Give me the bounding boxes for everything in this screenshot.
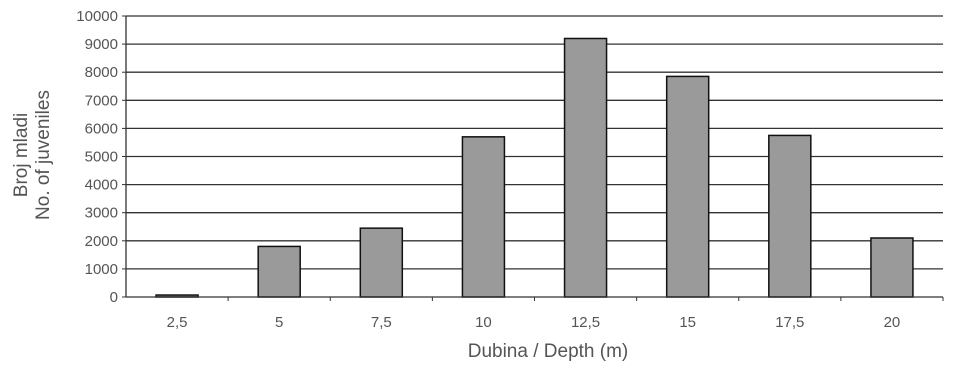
x-tick-label: 7,5 bbox=[371, 314, 392, 331]
y-tick-label: 3000 bbox=[85, 205, 118, 222]
x-tick-label: 17,5 bbox=[775, 314, 804, 331]
y-tick-label: 2000 bbox=[85, 233, 118, 250]
y-axis-title-line-1: Broj mladi bbox=[11, 113, 32, 197]
y-tick-labels: 0 1000 2000 3000 4000 5000 6000 7000 8000 9000 100… bbox=[76, 8, 118, 306]
bar bbox=[461, 136, 506, 298]
bar bbox=[359, 227, 404, 298]
y-tick-label: 1000 bbox=[85, 261, 118, 278]
bars bbox=[155, 37, 914, 298]
bar bbox=[257, 245, 301, 298]
y-tick-label: 6000 bbox=[85, 120, 118, 137]
x-tick-label: 10 bbox=[475, 314, 492, 331]
bar bbox=[563, 37, 608, 298]
axes bbox=[125, 16, 944, 301]
x-tick-label: 5 bbox=[275, 314, 283, 331]
x-tick-label: 12,5 bbox=[571, 314, 600, 331]
x-tick-labels: 2,5 5 7,5 10 12,5 15 17,5 20 bbox=[167, 314, 901, 331]
y-axis-title-line-2: No. of juveniles bbox=[33, 90, 54, 220]
x-tick-label: 2,5 bbox=[167, 314, 188, 331]
x-tick-label: 15 bbox=[679, 314, 696, 331]
bar bbox=[665, 75, 710, 298]
y-tick-label: 7000 bbox=[85, 92, 118, 109]
y-tick-label: 5000 bbox=[85, 149, 118, 166]
x-tick-label: 20 bbox=[884, 314, 901, 331]
x-axis-title: Dubina / Depth (m) bbox=[468, 341, 629, 362]
bar bbox=[870, 237, 914, 298]
y-tick-label: 4000 bbox=[85, 177, 118, 194]
y-tick-label: 10000 bbox=[76, 8, 118, 25]
y-tick-label: 0 bbox=[110, 289, 118, 306]
bar bbox=[768, 134, 812, 298]
y-tick-label: 9000 bbox=[85, 36, 118, 53]
y-tick-label: 8000 bbox=[85, 64, 118, 81]
gridlines bbox=[122, 15, 943, 298]
